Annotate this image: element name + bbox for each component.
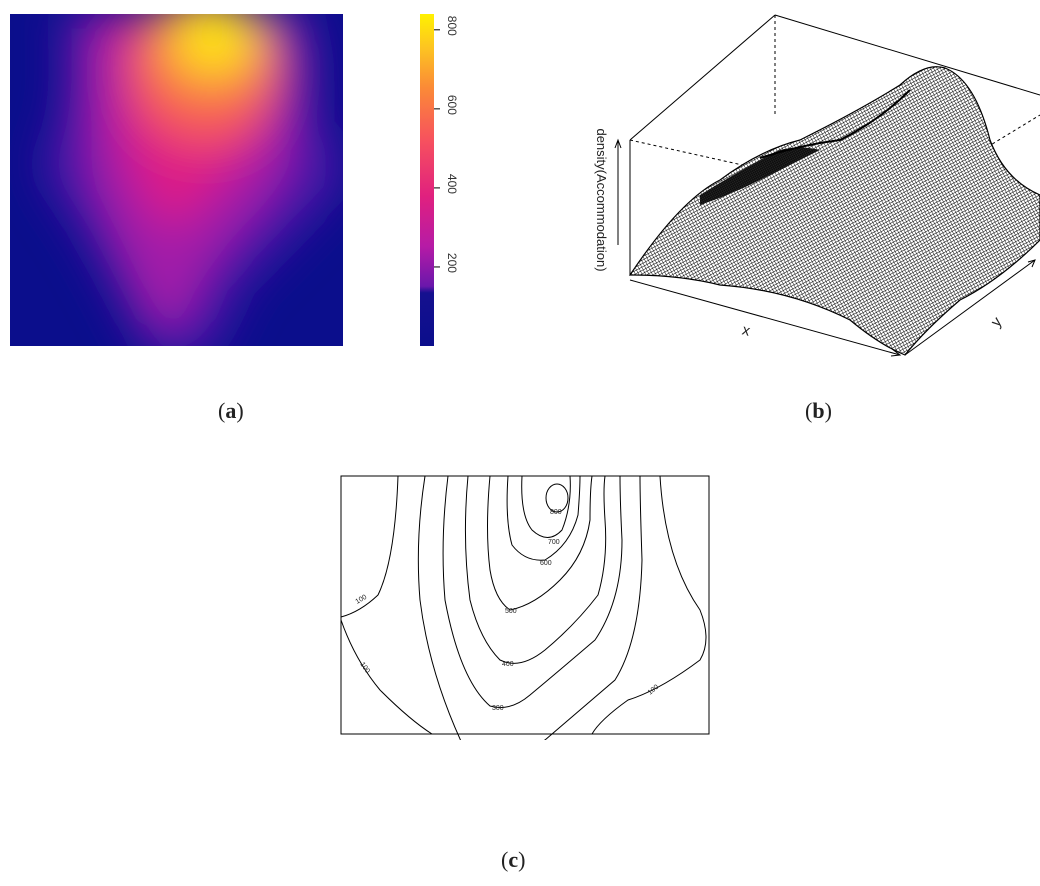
contour-300 — [442, 475, 623, 709]
surface-front-axes — [614, 138, 1036, 357]
contour-svg: 100 100 100 200 300 400 500 600 700 800 — [340, 475, 710, 782]
caption-c-letter: c — [508, 847, 519, 872]
surface-ridge-shadow — [700, 147, 820, 205]
surface-ylabel: y — [988, 313, 1006, 330]
surface-svg: density(Accommodation) x y — [594, 14, 1040, 357]
colorbar-tick-label: 400 — [445, 174, 459, 194]
contour-lines — [340, 475, 707, 772]
colorbar-tick-label: 200 — [445, 253, 459, 273]
caption-a: (a) — [218, 398, 244, 423]
contour-label-600: 600 — [540, 560, 552, 567]
contour-label-100a: 100 — [355, 594, 369, 606]
surface-panel: density(Accommodation) x y — [580, 0, 1040, 360]
contour-label-500: 500 — [505, 608, 517, 615]
surface-zlabel: density(Accommodation) — [594, 128, 609, 271]
contour-700 — [521, 475, 571, 538]
contour-400 — [464, 475, 607, 664]
caption-c: (c) — [501, 847, 526, 872]
colorbar-tick-label: 800 — [445, 16, 459, 36]
caption-b-letter: b — [812, 398, 825, 423]
caption-b: (b) — [805, 398, 832, 423]
contour-100-right — [591, 475, 707, 735]
contour-600 — [506, 475, 581, 561]
colorbar: 200 400 600 800 — [420, 14, 459, 346]
contour-100 — [340, 475, 399, 618]
contour-label-700: 700 — [548, 539, 560, 546]
surface-ridge — [759, 89, 911, 159]
colorbar-fill — [420, 14, 434, 346]
contour-label-300: 300 — [492, 705, 504, 712]
heatmap-field — [10, 14, 343, 346]
contour-label-800: 800 — [550, 509, 562, 516]
heatmap-panel: 200 400 600 800 — [0, 0, 480, 360]
colorbar-tick-label: 600 — [445, 95, 459, 115]
surface-mesh — [628, 66, 1040, 356]
caption-a-letter: a — [225, 398, 237, 423]
contour-100-left — [340, 619, 433, 735]
heat-zone-peak — [177, 14, 253, 70]
contour-label-400: 400 — [502, 661, 514, 668]
contour-500 — [487, 475, 593, 611]
contour-800 — [545, 483, 569, 513]
heatmap-svg: 200 400 600 800 — [10, 14, 459, 346]
surface-xlabel: x — [740, 321, 752, 339]
contour-panel: 100 100 100 200 300 400 500 600 700 800 — [330, 470, 720, 782]
colorbar-ticks: 200 400 600 800 — [434, 16, 459, 273]
